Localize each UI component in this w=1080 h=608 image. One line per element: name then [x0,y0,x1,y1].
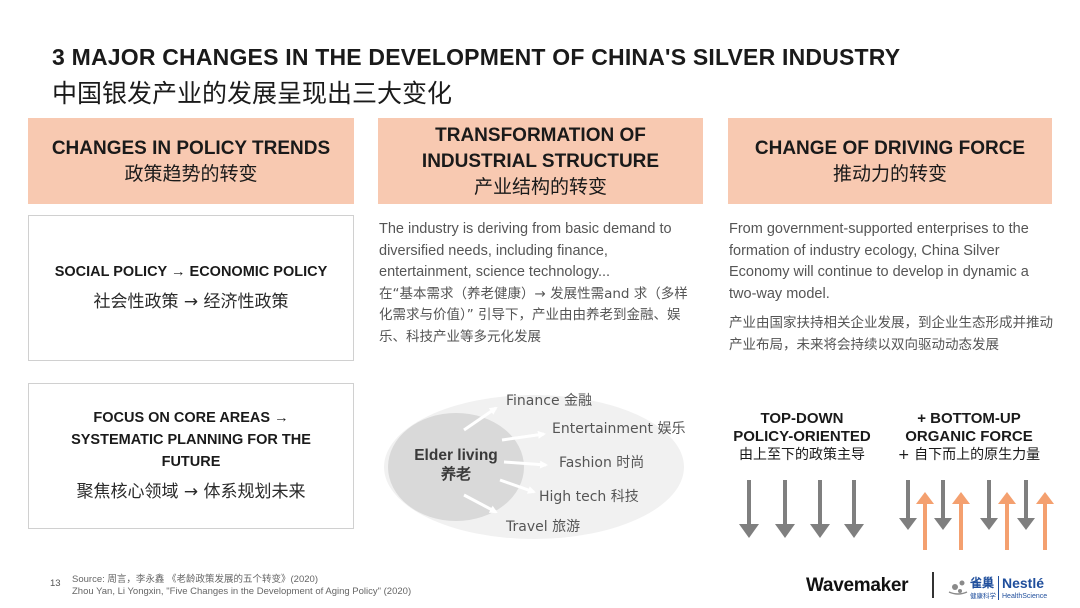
down-arrow-7 [980,480,998,530]
industry-description: The industry is deriving from basic dema… [379,219,699,348]
nestle-logo-svg: 雀巢 健康科学 Nestlé HealthScience [948,575,1047,600]
policy-box-social-economic: SOCIAL POLICY → ECONOMIC POLICY 社会性政策 → … [28,215,354,361]
center-label-cn: 养老 [440,465,471,483]
down-arrow-5 [899,480,917,530]
down-arrow-1 [739,480,759,538]
brand-nestle-sub: HealthScience [1002,593,1047,600]
up-arrow-4 [1036,492,1054,550]
branch-arrow-fashion [503,460,548,469]
center-label-en: Elder living [414,447,498,464]
source-citation-cn: Source: 周言，李永鑫 《老龄政策发展的五个转变》(2020) [72,574,318,585]
page-subtitle-cn: 中国银发产业的发展呈现出三大变化 [52,79,453,108]
bottom-up-heading: + BOTTOM-UP ORGANIC FORCE + 自下而上的原生力量 [884,410,1054,464]
header-driving-force: CHANGE OF DRIVING FORCE 推动力的转变 [728,118,1052,204]
down-arrow-3 [810,480,830,538]
page-number: 13 [50,578,61,589]
branch-arrow-travel [463,493,498,514]
bottom-up-heading-2: ORGANIC FORCE [905,428,1033,445]
header-policy-trends: CHANGES IN POLICY TRENDS 政策趋势的转变 [28,118,354,204]
source-citation: Source: 周言，李永鑫 《老龄政策发展的五个转变》(2020) Zhou … [72,574,411,598]
branch-label-hightech: High tech 科技 [539,489,639,505]
header-industrial-structure-en-1: TRANSFORMATION OF [435,125,646,146]
down-arrow-8 [1017,480,1035,530]
nest-bird-icon [948,580,968,595]
branch-label-finance: Finance 金融 [506,393,592,409]
header-driving-force-cn: 推动力的转变 [832,163,947,185]
up-arrow-3 [998,492,1016,550]
header-industrial-structure-en-2: INDUSTRIAL STRUCTURE [421,151,660,172]
header-industrial-structure: TRANSFORMATION OF INDUSTRIAL STRUCTURE 产… [378,118,703,204]
brand-nestle: Nestlé [1002,575,1044,591]
branch-arrow-finance [463,406,498,432]
brand-quechao: 雀巢 [969,575,994,590]
bottom-up-heading-cn: + 自下而上的原生力量 [897,447,1041,463]
force-arrows-svg [739,480,1054,550]
driving-force-description: From government-supported enterprises to… [729,219,1054,356]
logo-divider [932,572,934,598]
up-arrow-2 [952,492,970,550]
page-title: 3 MAJOR CHANGES IN THE DEVELOPMENT OF CH… [52,44,901,70]
industry-diagram: Elder living 养老 Finance 金融 Entertainment… [384,380,704,550]
policy-box-social-economic-en: SOCIAL POLICY → ECONOMIC POLICY [54,264,328,280]
policy-box-core-areas-en-1: FOCUS ON CORE AREAS → [93,410,289,426]
brand-quechao-sub: 健康科学 [970,591,997,600]
policy-box-core-areas: FOCUS ON CORE AREAS → SYSTEMATIC PLANNIN… [28,383,354,529]
policy-box-core-areas-cn: 聚焦核心领域 → 体系规划未来 [76,482,306,502]
header-industrial-structure-cn: 产业结构的转变 [473,176,607,198]
header-driving-force-en: CHANGE OF DRIVING FORCE [754,138,1026,159]
policy-box-core-areas-en-2: SYSTEMATIC PLANNING FOR THE [71,432,311,448]
nestle-health-science-logo: 雀巢 健康科学 Nestlé HealthScience [946,570,1066,604]
policy-box-core-areas-en-3: FUTURE [161,454,221,470]
branch-arrow-hightech [499,478,536,494]
driving-force-description-cn: 产业由国家扶持相关企业发展，到企业生态形成并推动产业布局，未来将会持续以双向驱动… [729,315,1053,353]
header-policy-trends-cn: 政策趋势的转变 [124,163,258,185]
force-arrows [735,478,1055,550]
top-down-heading: TOP-DOWN POLICY-ORIENTED 由上至下的政策主导 [722,410,882,464]
down-arrow-2 [775,480,795,538]
up-arrow-1 [916,492,934,550]
top-down-heading-2: POLICY-ORIENTED [733,428,871,445]
industry-description-en: The industry is deriving from basic dema… [379,221,672,280]
header-policy-trends-en: CHANGES IN POLICY TRENDS [51,138,331,159]
inner-ellipse [388,413,524,521]
down-arrow-6 [934,480,952,530]
industry-description-cn: 在“基本需求（养老健康）→ 发展性需and 求（多样化需求与价值）” 引导下，产… [379,285,688,345]
wavemaker-logo: Wavemaker [806,575,909,596]
top-down-heading-cn: 由上至下的政策主导 [739,447,865,463]
branch-label-entertainment: Entertainment 娱乐 [552,421,685,437]
industry-diagram-svg: Elder living 养老 Finance 金融 Entertainment… [384,393,685,539]
policy-box-social-economic-cn: 社会性政策 → 经济性政策 [93,292,289,312]
bottom-up-heading-1: + BOTTOM-UP [917,410,1021,427]
branch-arrow-entertainment [501,430,546,442]
driving-force-description-en: From government-supported enterprises to… [729,221,1029,302]
top-down-heading-1: TOP-DOWN [760,410,844,427]
source-citation-en: Zhou Yan, Li Yongxin, "Five Changes in t… [72,586,412,597]
branch-label-travel: Travel 旅游 [505,519,580,535]
down-arrow-4 [844,480,864,538]
branch-label-fashion: Fashion 时尚 [559,455,644,471]
